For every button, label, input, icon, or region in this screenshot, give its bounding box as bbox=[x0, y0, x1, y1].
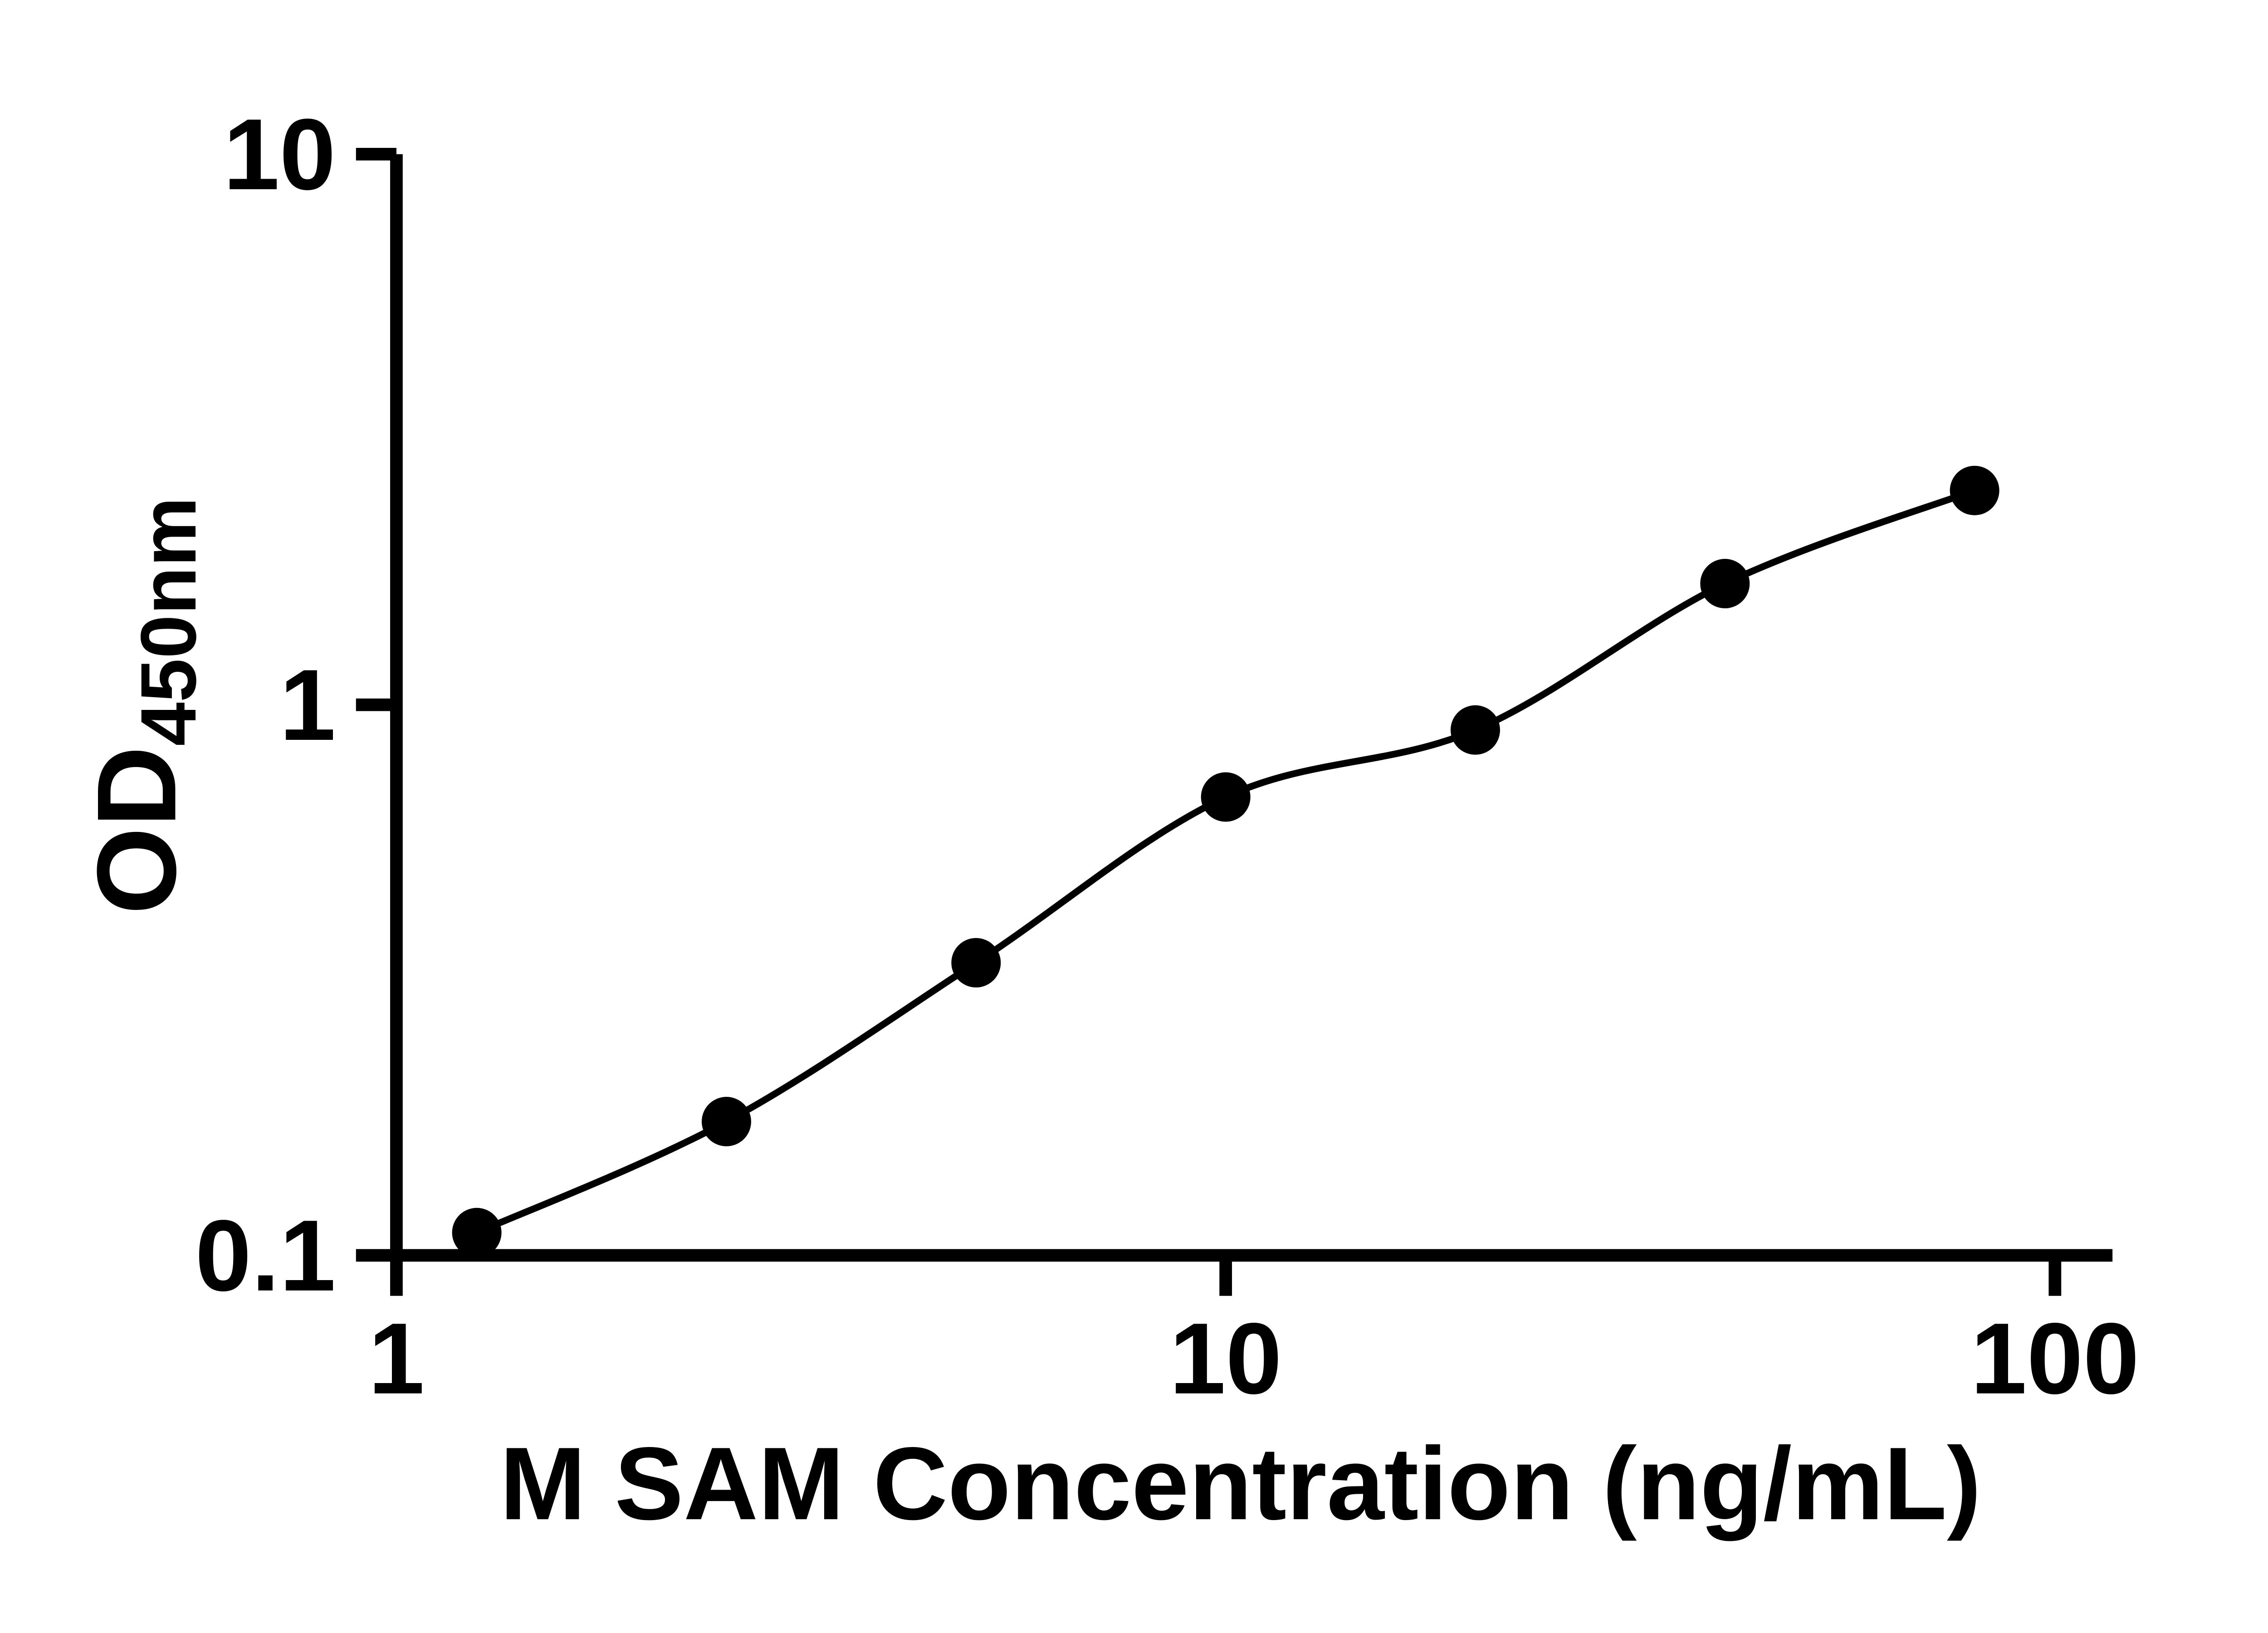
data-point bbox=[1950, 465, 1999, 515]
plot-layer: 10 1 0.1 1 10 100 bbox=[195, 98, 2139, 1415]
x-axis-label: M SAM Concentration (ng/mL) bbox=[500, 1426, 1981, 1541]
x-tick-label: 1 bbox=[368, 1302, 425, 1415]
y-axis-label: OD450nm bbox=[74, 497, 212, 914]
data-point bbox=[1700, 559, 1750, 609]
y-tick-label: 1 bbox=[279, 649, 336, 762]
y-tick-label: 10 bbox=[223, 98, 336, 211]
y-axis-label-subscript: 450nm bbox=[124, 497, 212, 746]
data-point bbox=[701, 1097, 751, 1147]
data-point bbox=[452, 1208, 502, 1257]
y-axis-label-main: OD bbox=[74, 746, 199, 915]
x-tick-label: 100 bbox=[1970, 1302, 2139, 1415]
x-tick-label: 10 bbox=[1169, 1302, 1282, 1415]
fit-curve-line bbox=[475, 487, 1976, 1236]
data-point bbox=[1201, 772, 1251, 822]
data-point bbox=[951, 938, 1001, 988]
y-tick-label: 0.1 bbox=[195, 1199, 336, 1312]
data-point bbox=[1450, 705, 1500, 755]
